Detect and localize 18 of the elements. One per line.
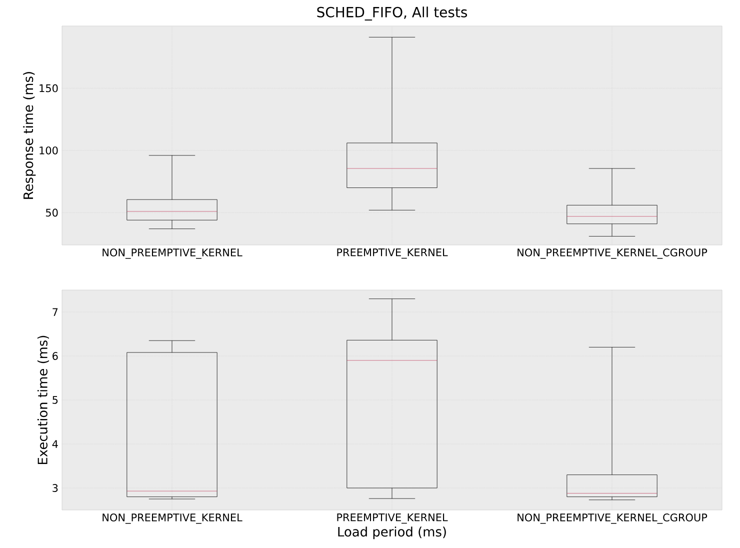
y-tick-label: 7	[52, 308, 58, 316]
y-tick-label: 100	[40, 146, 58, 154]
x-tick-label: NON_PREEMPTIVE_KERNEL_CGROUP	[518, 514, 708, 524]
chart-title: SCHED_FIFO, All tests	[317, 6, 468, 21]
x-tick-label: NON_PREEMPTIVE_KERNEL	[102, 514, 242, 524]
y-tick-label: 5	[52, 396, 58, 404]
x-tick-label: PREEMPTIVE_KERNEL	[337, 514, 448, 524]
x-axis-title: Load period (ms)	[338, 526, 446, 540]
x-tick-label: NON_PREEMPTIVE_KERNEL_CGROUP	[518, 248, 708, 259]
y-axis-title: Response time (ms)	[23, 72, 36, 199]
x-tick-label: PREEMPTIVE_KERNEL	[337, 248, 448, 259]
y-tick-label: 150	[40, 84, 58, 92]
y-tick-label: 6	[52, 352, 58, 360]
y-tick-label: 50	[46, 208, 58, 217]
x-tick-label: NON_PREEMPTIVE_KERNEL	[102, 248, 242, 259]
y-axis-title: Execution time (ms)	[37, 336, 49, 464]
y-tick-label: 3	[52, 484, 58, 492]
y-tick-label: 4	[52, 440, 58, 448]
